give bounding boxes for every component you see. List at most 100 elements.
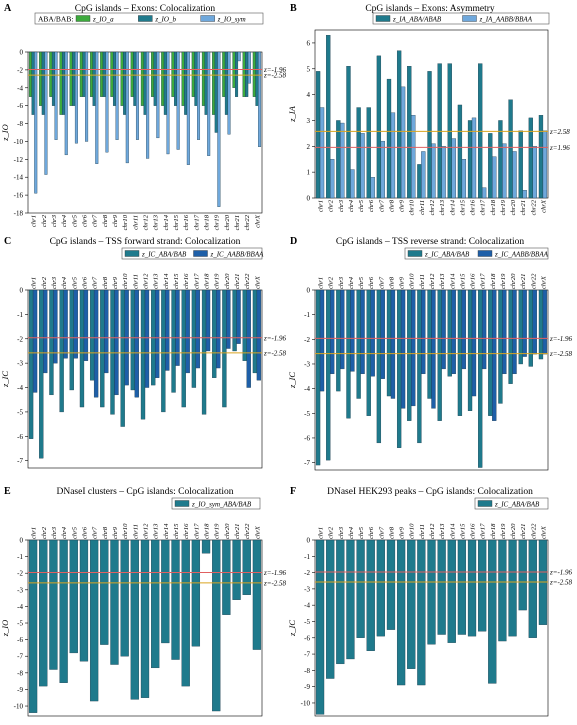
bar-chr15-0 [171, 51, 175, 97]
legend-box [474, 497, 549, 510]
bar-chr21-1 [522, 190, 527, 199]
x-tick-label: chrX [254, 275, 261, 289]
y-tick-label: -7 [17, 457, 23, 465]
bar-chr14-1 [451, 289, 456, 375]
bar-chr21-1 [235, 51, 239, 97]
bar-chr11-0 [417, 539, 426, 686]
bar-chr22-0 [528, 289, 533, 367]
bar-chr22-0 [242, 289, 247, 361]
y-axis-label: z_IA [287, 105, 297, 122]
legend-box [121, 247, 263, 260]
bar-chr3-1 [53, 289, 58, 364]
bar-chr15-1 [175, 289, 180, 366]
bar-chr5-0 [356, 289, 361, 399]
bar-chr11-2 [135, 51, 139, 140]
x-tick-label: chr12 [143, 523, 150, 539]
x-tick-label: chrX [540, 199, 547, 213]
bar-chr17-0 [478, 289, 483, 468]
bar-chr1-0 [315, 539, 325, 715]
x-tick-label: chr1 [318, 200, 325, 212]
bar-chr18-2 [207, 51, 211, 156]
bar-chr11-1 [134, 289, 139, 398]
x-tick-label: chr16 [183, 273, 190, 289]
bar-chr12-0 [427, 289, 432, 399]
bar-chr2-0 [39, 51, 43, 106]
x-tick-label: chr21 [234, 524, 241, 539]
x-tick-label: chr13 [439, 523, 446, 539]
x-tick-label: chr10 [122, 273, 129, 289]
bar-chr9-2 [115, 51, 119, 140]
bar-chr7-1 [93, 289, 99, 398]
bar-chr17-1 [481, 289, 487, 370]
x-tick-label: chr18 [204, 523, 211, 539]
bar-chr15-0 [457, 289, 463, 416]
bar-chr12-2 [146, 51, 150, 159]
x-tick-label: chr5 [71, 214, 78, 227]
bar-chr8-1 [390, 289, 396, 399]
bar-chr20-2 [227, 51, 231, 135]
x-tick-label: chr21 [234, 274, 241, 289]
bar-chr6-0 [79, 51, 83, 97]
panel-title: DNaseI HEK293 peaks – CpG islands: Coloc… [327, 487, 533, 497]
bar-chr14-0 [447, 539, 456, 643]
bar-chr18-1 [492, 289, 497, 421]
bar-chr1-1 [32, 289, 38, 393]
x-tick-label: chr11 [419, 274, 426, 289]
bar-chr12-1 [431, 289, 436, 409]
x-tick-label: chr7 [92, 214, 99, 227]
bar-chr15-1 [174, 51, 178, 106]
panel-letter: B [290, 3, 297, 14]
x-tick-label: chr10 [122, 523, 129, 539]
bar-chr2-1 [330, 159, 335, 199]
bar-chr6-0 [366, 289, 371, 416]
x-tick-label: chr13 [153, 273, 160, 289]
x-tick-label: chr20 [510, 199, 517, 215]
y-tick-label: -4 [17, 84, 23, 92]
threshold-label: z=-2.58 [263, 349, 287, 357]
bar-chr4-0 [59, 51, 63, 115]
x-tick-label: chr20 [510, 273, 517, 289]
bar-chr19-1 [216, 289, 221, 369]
threshold-label: z=-1.96 [263, 66, 287, 74]
bar-chr8-2 [105, 51, 109, 153]
threshold-label: z=-1.96 [549, 568, 573, 576]
x-tick-label: chr16 [470, 273, 477, 289]
bar-chr13-1 [441, 289, 446, 370]
bar-chr16-0 [181, 539, 190, 687]
x-tick-label: chr1 [318, 277, 325, 289]
bar-chr11-0 [130, 539, 139, 700]
bar-chr12-0 [140, 51, 144, 106]
x-tick-label: chr2 [41, 214, 48, 227]
bar-chr22-1 [246, 289, 251, 388]
x-tick-label: chr17 [193, 214, 200, 230]
bar-chr14-0 [161, 289, 166, 413]
y-tick-label: -6 [17, 636, 23, 644]
legend-label: z_IO_b [154, 16, 176, 24]
bar-chr14-0 [161, 539, 170, 644]
legend-swatch [138, 15, 153, 22]
legend: ABA/BAB: z_IO_a z_IO_b z_IO_sym [34, 12, 264, 25]
bar-chr22-0 [242, 51, 246, 97]
x-tick-label: chrX [540, 525, 547, 539]
bar-chr2-0 [326, 289, 331, 461]
bar-chr13-2 [156, 51, 160, 139]
y-tick-label: -9 [17, 686, 23, 694]
bar-chr9-0 [396, 289, 402, 448]
bar-chr12-1 [144, 289, 150, 388]
bar-chr3-0 [336, 120, 341, 199]
threshold-label: z=-1.96 [549, 335, 573, 343]
x-tick-label: chr5 [71, 526, 78, 539]
panel-title: CpG islands – Exons: Colocalization [75, 4, 216, 14]
x-tick-label: chr17 [480, 273, 487, 289]
x-tick-label: chr22 [244, 273, 251, 289]
y-tick-label: -10 [14, 138, 24, 146]
y-tick-label: -9 [304, 683, 310, 691]
bar-chr7-0 [376, 289, 382, 444]
y-tick-label: -18 [14, 210, 24, 218]
y-tick-label: -1 [304, 311, 310, 319]
x-tick-label: chr4 [348, 199, 355, 212]
threshold-label: z=1.96 [549, 144, 570, 152]
x-tick-label: chr13 [153, 523, 160, 539]
bar-chr15-0 [457, 104, 463, 199]
